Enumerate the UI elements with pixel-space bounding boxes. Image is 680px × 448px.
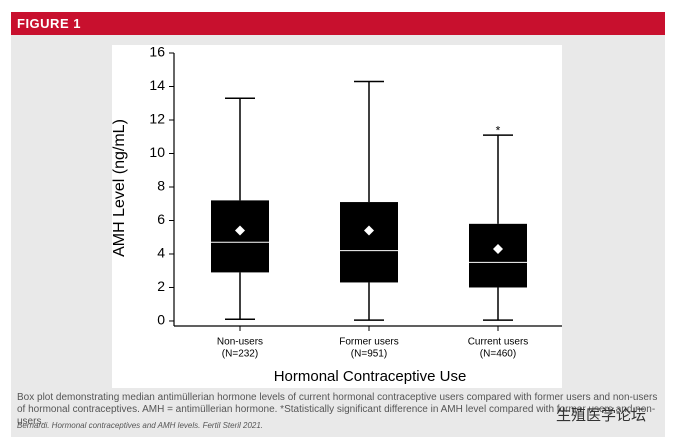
x-tick-count: (N=232) <box>222 349 258 360</box>
caption: Box plot demonstrating median antimüller… <box>17 392 658 427</box>
mean-marker <box>364 225 374 236</box>
box <box>340 202 398 283</box>
box <box>469 223 527 288</box>
y-tick-label: 4 <box>157 245 165 261</box>
plot-background <box>112 45 562 388</box>
y-tick-label: 6 <box>157 211 165 227</box>
x-tick-label: Non-users <box>217 337 263 348</box>
figure-header: FIGURE 1 <box>11 12 665 35</box>
y-tick-label: 14 <box>149 77 165 93</box>
x-axis-label: Hormonal Contraceptive Use <box>274 368 467 385</box>
x-tick-count: (N=951) <box>351 349 387 360</box>
watermark: 生殖医学论坛 <box>556 407 647 424</box>
mean-marker <box>493 243 503 254</box>
x-tick-label: Current users <box>468 337 529 348</box>
citation: Bernardi. Hormonal contraceptives and AM… <box>17 421 264 430</box>
y-tick-label: 16 <box>149 44 165 60</box>
y-axis-label: AMH Level (ng/mL) <box>111 119 128 257</box>
y-tick-label: 12 <box>149 111 165 127</box>
annotation: * <box>496 124 501 138</box>
x-tick-count: (N=460) <box>480 349 516 360</box>
y-tick-label: 0 <box>157 312 165 328</box>
y-tick-label: 10 <box>149 144 165 160</box>
mean-marker <box>235 225 245 236</box>
box <box>211 200 269 273</box>
y-tick-label: 8 <box>157 178 165 194</box>
y-tick-label: 2 <box>157 278 165 294</box>
x-tick-label: Former users <box>339 337 398 348</box>
